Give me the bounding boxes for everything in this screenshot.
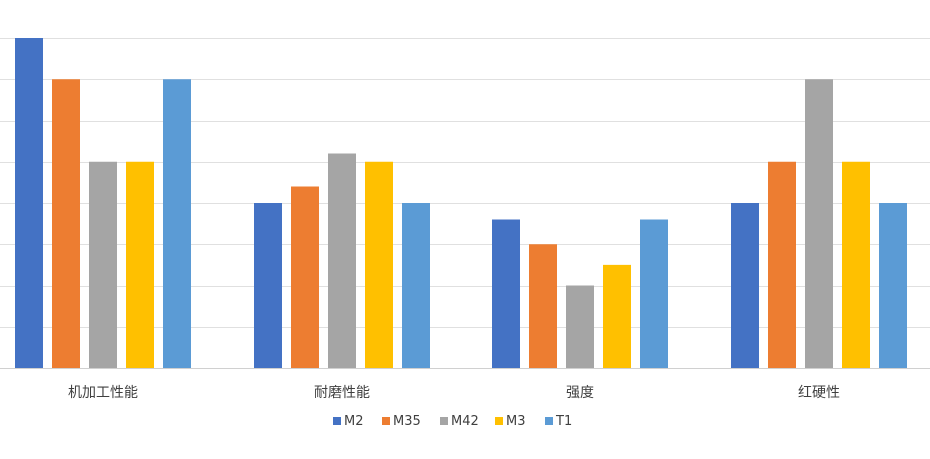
x-tick-label: 红硬性 [798,385,840,401]
legend-swatch-m3 [495,417,503,425]
bar-t1-2 [402,203,430,368]
gridlines [0,38,930,369]
bars [15,38,907,368]
legend-label-m42: M42 [451,414,479,429]
bar-m3-1 [126,161,154,368]
legend-label-m2: M2 [344,414,364,429]
bar-m35-3 [529,244,557,368]
bar-m2-2 [254,203,282,368]
legend-swatch-m2 [333,417,341,425]
bar-m2-1 [15,38,43,368]
legend-label-m3: M3 [506,414,526,429]
bar-m42-1 [89,161,117,368]
legend-label-t1: T1 [555,414,572,429]
x-axis: 机加工性能 耐磨性能 强度 红硬性 [68,385,840,401]
bar-m2-4 [731,203,759,368]
bar-m3-3 [603,264,631,368]
x-tick-label: 耐磨性能 [314,385,370,401]
bar-m42-3 [566,285,594,368]
bar-t1-3 [640,219,668,368]
x-tick-label: 机加工性能 [68,385,138,401]
bar-m42-4 [805,79,833,368]
bar-t1-4 [879,203,907,368]
bar-m42-2 [328,153,356,368]
bar-m35-4 [768,161,796,368]
x-tick-label: 强度 [566,385,594,401]
legend-label-m35: M35 [393,414,421,429]
legend-swatch-m35 [382,417,390,425]
bar-m35-1 [52,79,80,368]
bar-m3-4 [842,161,870,368]
bar-m35-2 [291,186,319,368]
bar-m3-2 [365,161,393,368]
legend-swatch-m42 [440,417,448,425]
bar-t1-1 [163,79,191,368]
legend-swatch-t1 [545,417,553,425]
legend: M2 M35 M42 M3 T1 [333,414,572,429]
bar-m2-3 [492,219,520,368]
